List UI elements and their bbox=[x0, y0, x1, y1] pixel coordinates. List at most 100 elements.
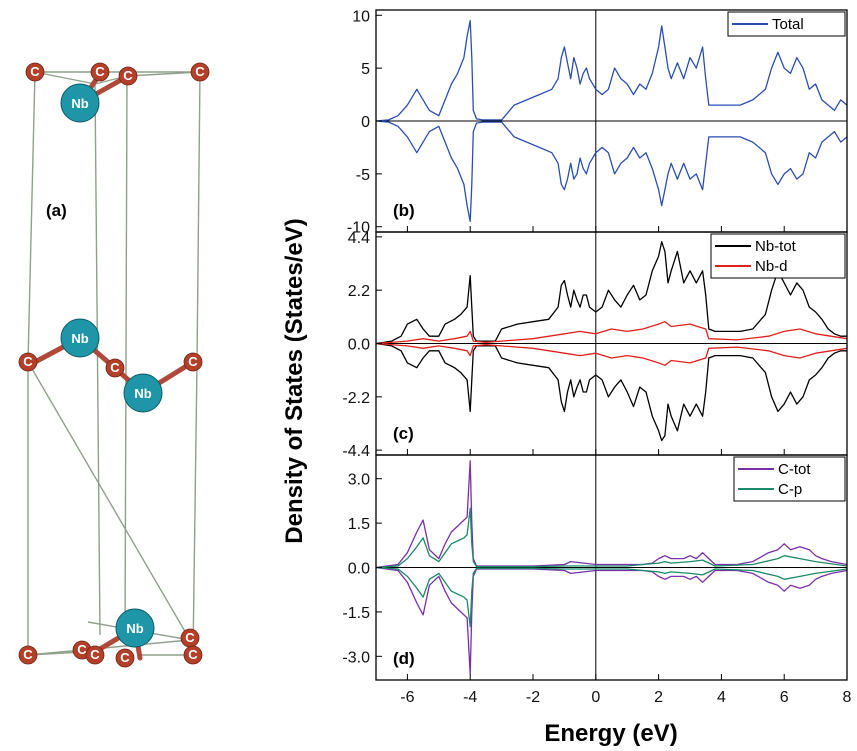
legend: Nb-tot Nb-d bbox=[710, 233, 846, 279]
carbon-atom-sphere bbox=[183, 352, 203, 372]
carbon-atom: C bbox=[118, 66, 138, 86]
cell-edge bbox=[34, 71, 96, 85]
niobium-atom-label: Nb bbox=[134, 386, 151, 401]
x-tick-label: 0 bbox=[591, 689, 600, 706]
cell-edge bbox=[192, 361, 198, 656]
carbon-atom-label: C bbox=[120, 650, 130, 665]
carbon-atom-label: C bbox=[23, 354, 33, 369]
carbon-atom-label: C bbox=[95, 64, 105, 79]
y-tick-label: 10 bbox=[352, 8, 370, 25]
series-line-c-p-down bbox=[375, 566, 848, 628]
panel-d: 3.0 1.5 0.0 -1.5 -3.0 (d) C-tot C-p bbox=[342, 454, 848, 681]
y-tick-label: -1.5 bbox=[342, 605, 370, 622]
niobium-atom-sphere bbox=[123, 373, 163, 413]
cell-edge bbox=[126, 71, 201, 77]
y-tick-label: 1.5 bbox=[348, 516, 370, 533]
legend-entry: Nb-d bbox=[755, 258, 788, 275]
carbon-atom-label: C bbox=[30, 64, 40, 79]
carbon-atom: C bbox=[115, 648, 135, 668]
carbon-atom: C bbox=[183, 352, 203, 372]
x-tick-label: 6 bbox=[780, 689, 789, 706]
carbon-atom-sphere bbox=[85, 645, 105, 665]
legend-box bbox=[733, 456, 846, 502]
y-axis-label: Density of States (States/eV) bbox=[281, 218, 308, 543]
carbon-atom: C bbox=[18, 352, 38, 372]
series-line-total-down bbox=[375, 120, 848, 223]
carbon-atom-sphere bbox=[118, 66, 138, 86]
carbon-atom: C bbox=[180, 628, 200, 648]
legend: C-tot C-p bbox=[733, 456, 846, 502]
niobium-atom: Nb bbox=[123, 373, 163, 413]
niobium-atom-label: Nb bbox=[71, 96, 88, 111]
panel-label-a: (a) bbox=[46, 201, 67, 220]
niobium-atom-sphere bbox=[60, 83, 100, 123]
x-tick-label: -2 bbox=[526, 689, 540, 706]
carbon-atom-sphere bbox=[190, 62, 210, 82]
cell-edge bbox=[27, 71, 36, 363]
carbon-atom-label: C bbox=[188, 354, 198, 369]
carbon-atom-sphere bbox=[183, 645, 203, 665]
x-tick-label: 4 bbox=[717, 689, 726, 706]
carbon-atom: C bbox=[25, 62, 45, 82]
x-tick-label: 2 bbox=[654, 689, 663, 706]
panel-label: (d) bbox=[393, 649, 415, 668]
y-tick-label: -10 bbox=[347, 220, 370, 237]
series-line-nb-d-down bbox=[375, 342, 848, 366]
legend: Total bbox=[727, 11, 846, 37]
carbon-atom-label: C bbox=[110, 360, 120, 375]
legend-entry: Total bbox=[772, 16, 804, 33]
carbon-atom-label: C bbox=[23, 647, 33, 662]
cell-edge bbox=[27, 639, 191, 656]
carbon-atom-sphere bbox=[90, 62, 110, 82]
x-tick-label: -6 bbox=[400, 689, 414, 706]
y-tick-label: 0 bbox=[361, 114, 370, 131]
y-tick-label: 5 bbox=[361, 61, 370, 78]
x-tick-label: 8 bbox=[843, 689, 852, 706]
panel-label: (b) bbox=[393, 201, 415, 220]
legend-entry: C-p bbox=[778, 481, 802, 498]
y-tick-label: 3.0 bbox=[348, 472, 370, 489]
niobium-atom: Nb bbox=[60, 318, 100, 358]
cell-edge bbox=[94, 83, 101, 636]
niobium-atom-label: Nb bbox=[126, 621, 143, 636]
niobium-atom-sphere bbox=[60, 318, 100, 358]
carbon-atom-sphere bbox=[18, 645, 38, 665]
carbon-atom: C bbox=[105, 358, 125, 378]
carbon-atom-label: C bbox=[123, 68, 133, 83]
carbon-atom-label: C bbox=[188, 647, 198, 662]
cell-edge bbox=[124, 75, 128, 639]
panel-label: (c) bbox=[393, 424, 414, 443]
carbon-atom: C bbox=[85, 645, 105, 665]
carbon-atom-sphere bbox=[115, 648, 135, 668]
carbon-atom-label: C bbox=[185, 630, 195, 645]
legend-entry: Nb-tot bbox=[755, 238, 797, 255]
series-line-nb-d-up bbox=[375, 321, 848, 345]
panel-b: 10 5 0 -5 -10 (b) Total bbox=[347, 8, 848, 237]
x-axis-label: Energy (eV) bbox=[544, 720, 677, 747]
carbon-atom-sphere bbox=[18, 352, 38, 372]
niobium-atom-sphere bbox=[115, 608, 155, 648]
carbon-atom: C bbox=[90, 62, 110, 82]
x-tick-label: -4 bbox=[463, 689, 477, 706]
series-line-c-tot-down bbox=[375, 566, 848, 675]
y-tick-label: 0.0 bbox=[348, 337, 370, 354]
panel-c: 4.4 2.2 0.0 -2.2 -4.4 (c) Nb-tot Nb-d bbox=[342, 230, 848, 460]
carbon-atom-sphere bbox=[25, 62, 45, 82]
legend-entry: C-tot bbox=[778, 461, 811, 478]
y-tick-label: -5 bbox=[356, 167, 370, 184]
y-tick-label: -2.2 bbox=[342, 390, 370, 407]
carbon-atom-label: C bbox=[90, 647, 100, 662]
carbon-atom-label: C bbox=[77, 642, 87, 657]
y-tick-label: 4.4 bbox=[348, 230, 370, 247]
niobium-atom: Nb bbox=[115, 608, 155, 648]
carbon-atom: C bbox=[183, 645, 203, 665]
y-tick-label: -4.4 bbox=[342, 443, 370, 460]
niobium-atom-label: Nb bbox=[71, 331, 88, 346]
cell-edge bbox=[27, 361, 191, 641]
y-tick-label: 2.2 bbox=[348, 283, 370, 300]
series-line-total-up bbox=[375, 19, 848, 122]
y-tick-label: 0.0 bbox=[348, 561, 370, 578]
carbon-atom-label: C bbox=[195, 64, 205, 79]
